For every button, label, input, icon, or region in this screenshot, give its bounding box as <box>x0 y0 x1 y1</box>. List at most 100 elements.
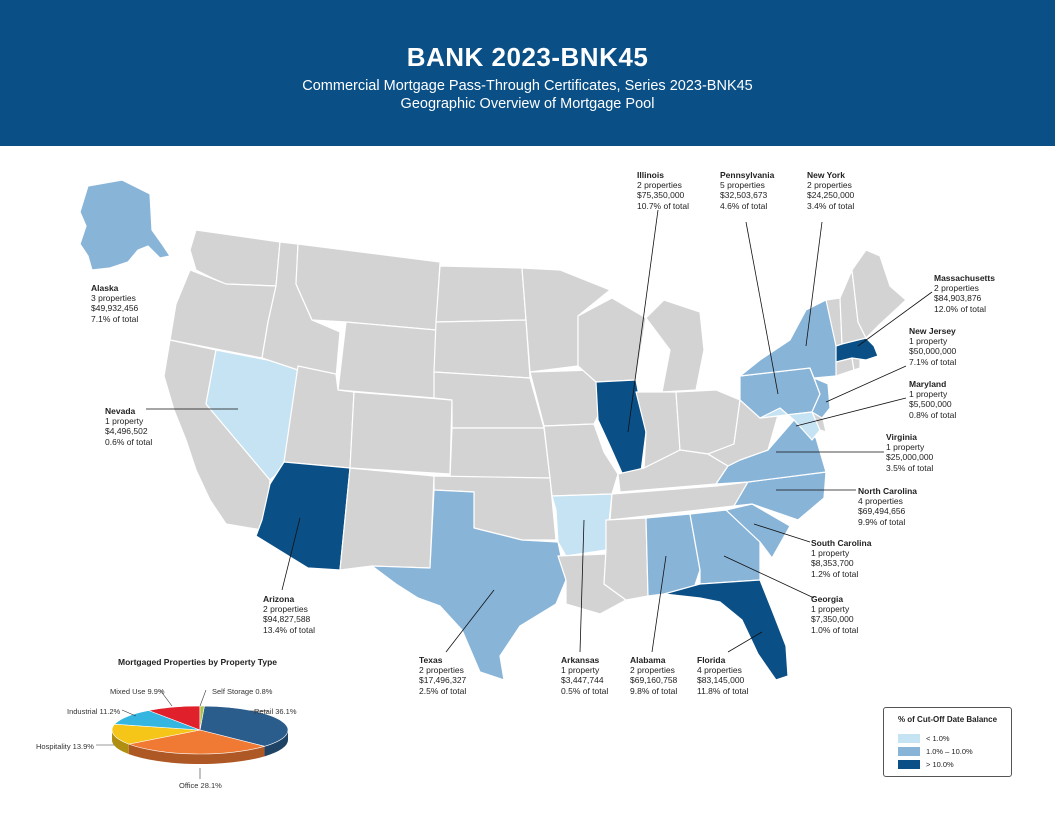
label-nevada: Nevada 1 property $4,496,502 0.6% of tot… <box>105 406 152 447</box>
state-alaska <box>79 179 171 271</box>
label-alaska: Alaska 3 properties $49,932,456 7.1% of … <box>91 283 138 324</box>
state-montana <box>295 243 441 331</box>
state-colorado <box>349 391 453 475</box>
state-wisconsin <box>577 297 647 383</box>
leader-line-alabama <box>651 555 667 653</box>
state-properties: 4 properties <box>697 665 742 676</box>
state-arkansas <box>551 493 613 557</box>
state-name: Arizona <box>263 594 295 604</box>
state-share: 3.5% of total <box>886 462 934 473</box>
leader-line-arizona <box>281 517 301 591</box>
state-balance: $94,827,588 <box>263 614 311 625</box>
state-name: Texas <box>419 655 443 665</box>
state-properties: 1 property <box>105 416 144 427</box>
label-new-york: New York 2 properties $24,250,000 3.4% o… <box>807 170 854 211</box>
us-map <box>79 179 933 779</box>
state-name: Florida <box>697 655 726 665</box>
state-share: 4.6% of total <box>720 200 768 211</box>
pie-side-0 <box>264 730 288 757</box>
state-properties: 2 properties <box>637 180 682 191</box>
pie-slice-5 <box>199 705 205 731</box>
leader-line-illinois <box>627 209 659 433</box>
legend-label: < 1.0% <box>926 734 950 743</box>
label-florida: Florida 4 properties $83,145,000 11.8% o… <box>697 655 748 696</box>
state-name: North Carolina <box>858 486 918 496</box>
state-share: 0.6% of total <box>105 436 153 447</box>
page-subtitle-secondary: Geographic Overview of Mortgage Pool <box>400 96 655 112</box>
label-maryland: Maryland 1 property $5,500,000 0.8% of t… <box>909 379 956 420</box>
state-balance: $69,494,656 <box>858 506 906 517</box>
state-name: New York <box>807 170 845 180</box>
legend-label: 1.0% – 10.0% <box>926 747 973 756</box>
state-share: 9.9% of total <box>858 516 906 527</box>
state-wyoming <box>337 321 437 399</box>
header-banner: BANK 2023-BNK45 Commercial Mortgage Pass… <box>0 0 1055 146</box>
state-properties: 2 properties <box>263 604 308 615</box>
state-share: 13.4% of total <box>263 624 315 635</box>
state-balance: $3,447,744 <box>561 675 604 686</box>
pie-label-self-storage: Self Storage 0.8% <box>212 687 273 696</box>
label-alabama: Alabama 2 properties $69,160,758 9.8% of… <box>630 655 677 696</box>
state-balance: $75,350,000 <box>637 190 685 201</box>
pie-side-2 <box>112 730 129 755</box>
state-properties: 2 properties <box>419 665 464 676</box>
state-properties: 2 properties <box>807 180 852 191</box>
pie-label-industrial: Industrial 11.2% <box>67 707 121 716</box>
pie-label-office: Office 28.1% <box>179 781 222 790</box>
map-legend: % of Cut-Off Date Balance < 1.0% 1.0% – … <box>883 707 1012 777</box>
state-new-jersey <box>811 377 831 419</box>
state-share: 1.0% of total <box>811 624 859 635</box>
leader-line-texas <box>445 589 495 653</box>
state-share: 2.5% of total <box>419 685 467 696</box>
state-properties: 1 property <box>561 665 600 676</box>
state-name: New Jersey <box>909 326 956 336</box>
state-name: Pennsylvania <box>720 170 775 180</box>
state-name: Nevada <box>105 406 136 416</box>
label-texas: Texas 2 properties $17,496,327 2.5% of t… <box>419 655 466 696</box>
state-florida <box>663 579 789 681</box>
state-name: Maryland <box>909 379 947 389</box>
label-new-jersey: New Jersey 1 property $50,000,000 7.1% o… <box>909 326 956 367</box>
state-properties: 2 properties <box>934 283 979 294</box>
state-maine <box>851 249 907 339</box>
legend-swatch <box>898 760 920 769</box>
state-name: Georgia <box>811 594 844 604</box>
pie-leader-4 <box>159 689 173 707</box>
state-properties: 1 property <box>886 442 925 453</box>
state-name: Alabama <box>630 655 666 665</box>
state-balance: $49,932,456 <box>91 303 139 314</box>
state-properties: 4 properties <box>858 496 903 507</box>
pie-slice-2 <box>111 723 201 745</box>
state-balance: $69,160,758 <box>630 675 678 686</box>
state-balance: $32,503,673 <box>720 190 768 201</box>
pie-slice-1 <box>127 729 266 755</box>
state-balance: $25,000,000 <box>886 452 934 463</box>
state-balance: $50,000,000 <box>909 346 957 357</box>
state-north-dakota <box>435 265 527 323</box>
legend-title: % of Cut-Off Date Balance <box>897 715 998 724</box>
state-share: 11.8% of total <box>697 685 749 696</box>
pie-slice-0 <box>199 705 289 747</box>
label-arizona: Arizona 2 properties $94,827,588 13.4% o… <box>263 594 315 635</box>
state-balance: $7,350,000 <box>811 614 854 625</box>
pie-leader-5 <box>199 689 207 707</box>
state-balance: $17,496,327 <box>419 675 467 686</box>
property-type-pie-chart <box>96 689 289 779</box>
state-balance: $24,250,000 <box>807 190 855 201</box>
state-new-york <box>739 299 841 379</box>
state-share: 7.1% of total <box>909 356 957 367</box>
pie-chart-title: Mortgaged Properties by Property Type <box>118 657 278 667</box>
leader-line-pennsylvania <box>745 221 779 395</box>
state-share: 9.8% of total <box>630 685 678 696</box>
label-pennsylvania: Pennsylvania 5 properties $32,503,673 4.… <box>720 170 774 211</box>
state-share: 1.2% of total <box>811 568 859 579</box>
state-south-dakota <box>433 319 531 379</box>
state-properties: 1 property <box>811 604 850 615</box>
pie-label-hospitality: Hospitality 13.9% <box>36 742 94 751</box>
state-rhode-island <box>851 357 861 371</box>
legend-swatch <box>898 734 920 743</box>
state-name: Massachusetts <box>934 273 995 283</box>
legend-swatch <box>898 747 920 756</box>
label-massachusetts: Massachusetts 2 properties $84,903,876 1… <box>934 273 995 314</box>
state-properties: 1 property <box>909 336 948 347</box>
